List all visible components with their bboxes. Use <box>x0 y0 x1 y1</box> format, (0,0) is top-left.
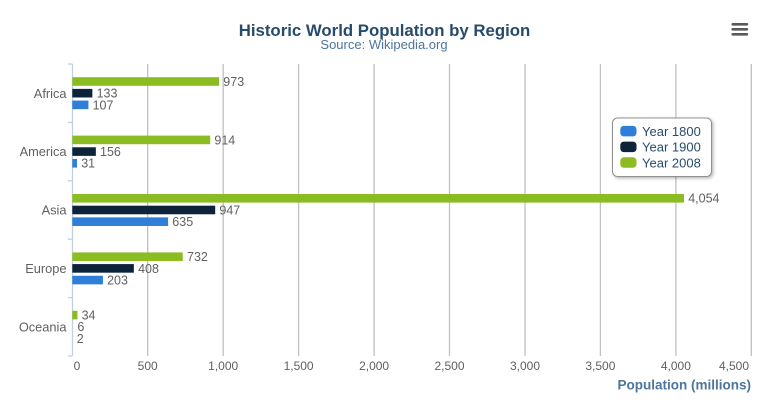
svg-text:635: 635 <box>172 215 193 229</box>
svg-text:Oceania: Oceania <box>19 319 68 334</box>
svg-text:6: 6 <box>77 320 84 334</box>
svg-text:2,000: 2,000 <box>359 359 389 373</box>
svg-text:Historic World Population by R: Historic World Population by Region <box>239 21 531 40</box>
svg-text:203: 203 <box>107 273 128 287</box>
svg-text:Source: Wikipedia.org: Source: Wikipedia.org <box>320 37 447 52</box>
svg-text:Population (millions): Population (millions) <box>618 377 752 392</box>
svg-text:31: 31 <box>81 157 95 171</box>
svg-text:34: 34 <box>82 309 96 323</box>
svg-text:4,054: 4,054 <box>688 192 719 206</box>
svg-text:4,500: 4,500 <box>719 359 749 373</box>
svg-text:973: 973 <box>223 75 244 89</box>
svg-text:3,000: 3,000 <box>510 359 540 373</box>
svg-text:500: 500 <box>138 359 158 373</box>
svg-text:Year 2008: Year 2008 <box>642 155 701 170</box>
svg-text:2: 2 <box>77 332 84 346</box>
svg-text:Year 1900: Year 1900 <box>642 140 701 155</box>
svg-text:947: 947 <box>219 203 240 217</box>
svg-text:1,000: 1,000 <box>208 359 238 373</box>
svg-text:1,500: 1,500 <box>284 359 314 373</box>
svg-text:408: 408 <box>138 262 159 276</box>
svg-text:3,500: 3,500 <box>585 359 615 373</box>
svg-text:Year 1800: Year 1800 <box>642 124 701 139</box>
svg-text:4,000: 4,000 <box>661 359 691 373</box>
svg-text:America: America <box>20 144 68 159</box>
svg-text:Europe: Europe <box>25 261 66 276</box>
svg-text:107: 107 <box>93 98 114 112</box>
svg-text:Asia: Asia <box>42 203 68 218</box>
svg-text:133: 133 <box>97 87 118 101</box>
svg-text:Africa: Africa <box>34 86 68 101</box>
svg-text:156: 156 <box>100 145 121 159</box>
svg-text:914: 914 <box>214 133 235 147</box>
svg-text:732: 732 <box>187 250 208 264</box>
svg-text:0: 0 <box>74 359 81 373</box>
svg-text:2,500: 2,500 <box>434 359 464 373</box>
